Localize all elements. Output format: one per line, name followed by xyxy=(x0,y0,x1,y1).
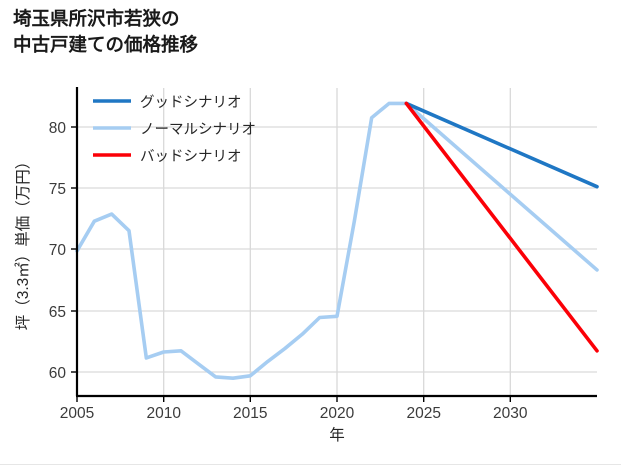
data-series-group xyxy=(75,101,599,380)
y-tick-label-60: 60 xyxy=(49,365,67,382)
chart-title-line1: 埼玉県所沢市若狭の xyxy=(13,8,180,29)
legend-label-normal: ノーマルシナリオ xyxy=(140,122,256,138)
series-line-bad xyxy=(404,101,599,353)
x-tick-label-2020: 2020 xyxy=(320,405,355,422)
legend-item-normal[interactable]: ノーマルシナリオ xyxy=(93,122,256,138)
legend-label-good: グッドシナリオ xyxy=(140,94,242,111)
x-tick-marks xyxy=(76,396,511,402)
x-tick-label-2010: 2010 xyxy=(146,405,181,422)
y-tick-label-80: 80 xyxy=(49,120,67,137)
legend: グッドシナリオ ノーマルシナリオ バッドシナリオ xyxy=(93,94,256,165)
x-tick-label-2015: 2015 xyxy=(233,405,267,422)
y-axis-title: 坪（3.3㎡）単価（万円） xyxy=(14,154,32,331)
legend-label-bad: バッドシナリオ xyxy=(140,149,242,165)
series-line-normal xyxy=(75,101,599,380)
y-tick-marks xyxy=(71,126,77,373)
legend-item-bad[interactable]: バッドシナリオ xyxy=(93,149,242,165)
x-tick-label-2025: 2025 xyxy=(406,405,440,422)
series-line-good xyxy=(404,101,599,189)
x-tick-label-2005: 2005 xyxy=(60,405,94,422)
y-tick-label-75: 75 xyxy=(49,181,66,198)
x-tick-labels: 2005 2010 2015 2020 2025 2030 xyxy=(60,405,528,422)
y-tick-label-65: 65 xyxy=(49,304,66,321)
legend-item-good[interactable]: グッドシナリオ xyxy=(93,94,242,111)
chart-title-line2: 中古戸建ての価格推移 xyxy=(13,34,199,56)
chart-title: 埼玉県所沢市若狭の 中古戸建ての価格推移 xyxy=(13,6,198,59)
y-tick-labels: 60 65 70 75 80 xyxy=(49,120,67,382)
y-tick-label-70: 70 xyxy=(49,242,67,259)
x-axis-title: 年 xyxy=(329,426,345,444)
x-tick-label-2030: 2030 xyxy=(493,405,528,422)
